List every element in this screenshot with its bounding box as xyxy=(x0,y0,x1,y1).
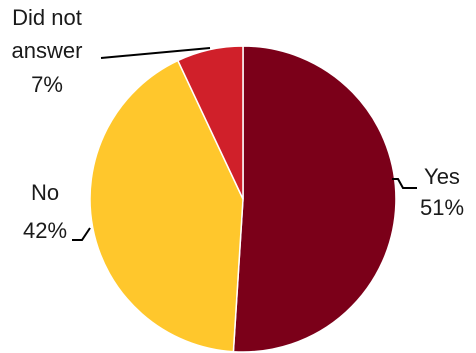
leader-line-did-not-answer xyxy=(100,47,211,59)
leader-line-yes xyxy=(392,178,417,189)
pie-slice-no xyxy=(89,59,244,353)
slice-labels: Yes 51% No 42% Did not answer 7% xyxy=(12,5,464,243)
slice-label-yes-0: Yes xyxy=(424,164,460,189)
slice-value-no: 42% xyxy=(23,218,67,243)
leader-lines xyxy=(72,47,417,241)
slice-value-yes: 51% xyxy=(420,195,464,220)
slice-label-did-not-answer-0: Did not xyxy=(12,5,82,30)
leader-line-no xyxy=(72,227,91,241)
pie-slice-yes xyxy=(232,45,397,353)
slice-value-did-not-answer: 7% xyxy=(31,72,63,97)
slice-label-no-0: No xyxy=(31,180,59,205)
slice-label-did-not-answer-1: answer xyxy=(12,38,83,63)
pie-slices xyxy=(89,45,397,353)
pie-slice-did-not-answer xyxy=(176,45,244,200)
